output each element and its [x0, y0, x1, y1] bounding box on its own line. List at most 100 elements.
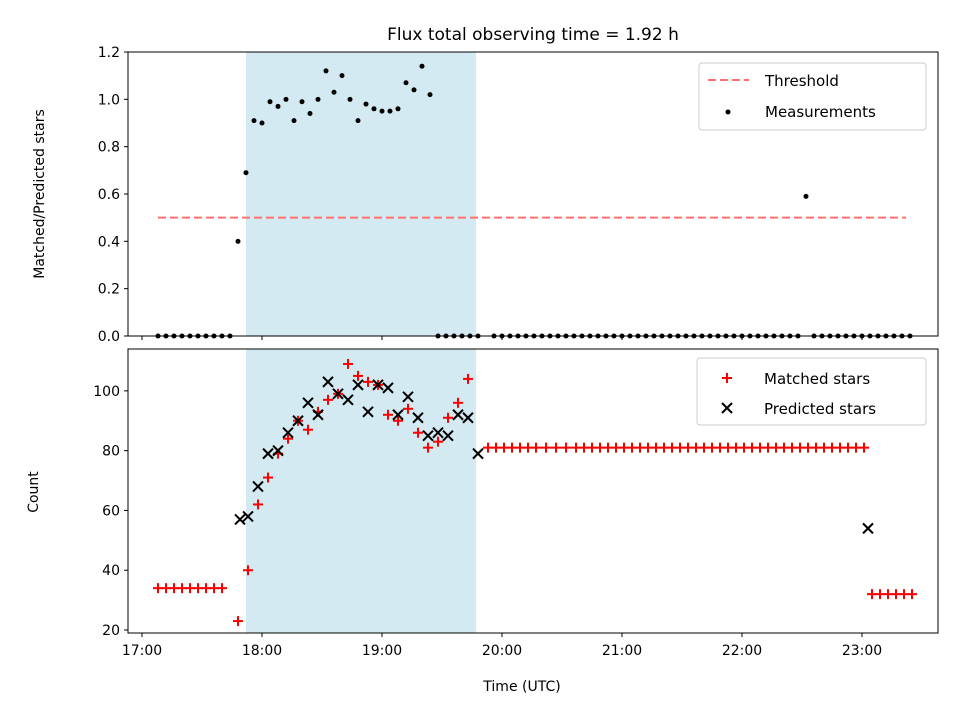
measurement-point: [283, 96, 289, 102]
predicted-star-point: [352, 379, 364, 391]
matched-star-point: [353, 370, 363, 381]
bottom-y-ticks: 20 40 60 80 100: [93, 384, 128, 639]
x-tick-label: 22:00: [722, 643, 762, 659]
predicted-star-point: [362, 406, 374, 418]
predicted-star-point: [372, 379, 384, 391]
predicted-star-point: [462, 412, 474, 424]
observing-window-shade-bottom: [246, 349, 476, 633]
measurement-point: [291, 118, 297, 124]
x-tick-label: 19:00: [362, 643, 402, 659]
measurement-point: [347, 96, 353, 102]
matched-star-point: [907, 589, 917, 600]
matched-star-point: [263, 472, 273, 483]
predicted-star-point: [432, 426, 444, 439]
matched-star-point: [233, 616, 243, 627]
predicted-star-point: [234, 513, 246, 526]
y-tick-label: 80: [102, 444, 120, 460]
measurement-point: [395, 106, 401, 112]
predicted-star-point: [342, 394, 354, 406]
predicted-star-point: [412, 412, 424, 424]
x-axis-label: Time (UTC): [482, 679, 560, 695]
legend-predicted-swatch: [721, 402, 733, 414]
y-tick-label: 20: [102, 623, 120, 639]
x-tick-label: 23:00: [842, 643, 882, 659]
predicted-star-point: [262, 447, 274, 460]
y-tick-label: 0.6: [98, 187, 120, 203]
x-tick-label: 18:00: [242, 643, 282, 659]
y-tick-label: 0.2: [98, 282, 120, 298]
measurement-point: [363, 101, 369, 107]
legend-predicted-label: Predicted stars: [764, 400, 876, 418]
measurement-point: [427, 92, 433, 98]
matched-star-point: [859, 442, 869, 453]
matched-star-point: [343, 358, 353, 369]
predicted-star-points: [234, 376, 874, 535]
matched-star-point: [393, 415, 403, 426]
predicted-star-point: [452, 409, 464, 421]
y-tick-label: 1.0: [98, 92, 120, 108]
chart-title: Flux total observing time = 1.92 h: [387, 25, 679, 45]
y-tick-label: 0.8: [98, 140, 120, 156]
matched-star-point: [323, 394, 333, 405]
x-tick-label: 20:00: [482, 643, 522, 659]
predicted-star-point: [382, 382, 394, 394]
matched-star-point: [551, 442, 561, 453]
matched-star-point: [541, 442, 551, 453]
measurement-point: [259, 120, 265, 126]
legend-x-marker: [721, 402, 733, 414]
measurement-point: [331, 89, 337, 95]
measurement-point: [355, 118, 361, 124]
top-y-axis-label: Matched/Predicted stars: [32, 109, 48, 279]
top-legend: Threshold Measurements: [698, 62, 927, 131]
matched-star-point: [383, 409, 393, 420]
predicted-star-point: [422, 429, 434, 442]
top-legend-box: [698, 62, 927, 131]
matched-star-point: [453, 397, 463, 408]
predicted-star-point: [392, 409, 404, 421]
predicted-star-point: [472, 447, 484, 460]
legend-measurements-label: Measurements: [765, 103, 876, 121]
matched-star-point: [423, 442, 433, 453]
bottom-y-axis-label: Count: [26, 471, 42, 513]
matched-star-point: [433, 436, 443, 447]
matched-star-point: [283, 433, 293, 444]
measurement-point: [267, 99, 273, 105]
legend-matched-swatch: [722, 373, 732, 383]
observing-window-shade: [246, 52, 476, 336]
bottom-legend-box: [696, 357, 927, 426]
measurement-point: [299, 99, 305, 105]
bottom-legend: Matched stars Predicted stars: [696, 357, 927, 426]
measurement-point: [379, 108, 385, 114]
predicted-star-point: [402, 391, 414, 403]
x-tick-label: 17:00: [122, 643, 162, 659]
matched-star-point: [363, 376, 373, 387]
measurement-point: [323, 68, 329, 74]
predicted-star-point: [242, 510, 254, 523]
y-tick-label: 0.0: [98, 329, 120, 345]
matched-star-point: [443, 412, 453, 423]
matched-star-point: [253, 499, 263, 510]
matched-star-point: [243, 565, 253, 576]
observing-window-band: [246, 52, 476, 336]
measurement-point: [403, 80, 409, 86]
predicted-star-point: [282, 426, 294, 439]
ratio-panel: 0.0 0.2 0.4 0.6 0.8 1.0 1.2 Flux total observi…: [32, 25, 939, 345]
legend-plus-marker: [722, 373, 732, 383]
observing-window-band: [246, 349, 476, 633]
count-panel: 20 40 60 80 100 17:00 18:00 19:00 20:00 21:00 22:…: [26, 348, 939, 695]
measurement-point: [803, 193, 809, 199]
top-y-ticks: 0.0 0.2 0.4 0.6 0.8 1.0 1.2: [98, 45, 128, 345]
predicted-star-point: [302, 397, 314, 409]
y-tick-label: 40: [102, 563, 120, 579]
predicted-star-point: [322, 376, 334, 388]
matched-star-points: [153, 358, 917, 627]
legend-matched-label: Matched stars: [764, 370, 870, 388]
bottom-axes-frame: [127, 348, 939, 634]
y-tick-label: 100: [93, 384, 120, 400]
measurement-point: [243, 170, 249, 176]
measurement-point: [307, 111, 313, 117]
predicted-star-point: [312, 409, 324, 421]
y-tick-label: 1.2: [98, 45, 120, 61]
measurement-point: [315, 96, 321, 102]
